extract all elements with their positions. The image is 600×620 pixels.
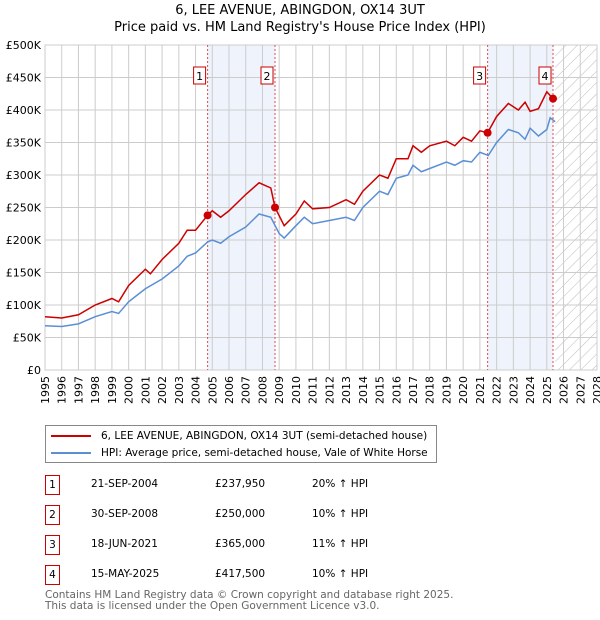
- footer-line: Contains HM Land Registry data © Crown c…: [45, 589, 454, 601]
- x-tick-label: 2013: [340, 376, 353, 404]
- x-tick-label: 2027: [574, 376, 587, 404]
- sale-label: 4: [542, 70, 549, 83]
- x-tick-label: 2021: [474, 376, 487, 404]
- x-tick-label: 2025: [541, 376, 554, 404]
- x-tick-label: 2001: [139, 376, 152, 404]
- y-tick-label: £500K: [6, 39, 42, 52]
- sale-price: £417,500: [215, 568, 266, 580]
- sale-number-badge: 2: [45, 505, 60, 525]
- x-tick-label: 2018: [424, 376, 437, 404]
- sale-row: 4 15-MAY-2025 £417,500 10% ↑ HPI: [45, 565, 445, 585]
- x-tick-label: 1996: [56, 376, 69, 404]
- x-tick-label: 2014: [357, 376, 370, 404]
- sale-date: 30-SEP-2008: [91, 508, 159, 520]
- x-tick-label: 1995: [39, 376, 52, 404]
- legend-label: HPI: Average price, semi-detached house,…: [101, 447, 428, 459]
- x-tick-label: 2023: [507, 376, 520, 404]
- x-tick-label: 2010: [290, 376, 303, 404]
- sale-price: £250,000: [215, 508, 266, 520]
- x-tick-label: 2009: [273, 376, 286, 404]
- sale-point: [549, 94, 558, 103]
- sale-hpi-diff: 10% ↑ HPI: [312, 508, 369, 520]
- x-tick-label: 2008: [256, 376, 269, 404]
- hpi-line: [44, 116, 556, 328]
- sale-row: 1 21-SEP-2004 £237,950 20% ↑ HPI: [45, 475, 445, 495]
- sale-number-badge: 1: [45, 475, 60, 495]
- y-tick-label: £100K: [6, 299, 42, 312]
- x-tick-label: 2028: [591, 376, 600, 404]
- price-chart: 1995 1996 1997 1998 1999 2000 2001 2002 2003 2004…: [6, 39, 600, 404]
- sale-label: 2: [264, 70, 271, 83]
- y-tick-label: £250K: [6, 202, 42, 215]
- y-tick-label: £0: [27, 364, 41, 377]
- sale-date: 15-MAY-2025: [91, 568, 160, 580]
- sale-label: 3: [476, 70, 483, 83]
- sale-number-badge: 4: [45, 565, 60, 585]
- sale-label-box: [193, 66, 207, 85]
- x-tick-label: 2002: [156, 376, 169, 404]
- x-tick-label: 1997: [72, 376, 85, 404]
- sale-price: £365,000: [215, 538, 266, 550]
- sale-price: £237,950: [215, 478, 266, 490]
- sale-hpi-diff: 10% ↑ HPI: [312, 568, 369, 580]
- x-tick-label: 2005: [206, 376, 219, 404]
- y-tick-label: £350K: [6, 137, 42, 150]
- x-tick-label: 2011: [307, 376, 320, 404]
- sale-row: 3 18-JUN-2021 £365,000 11% ↑ HPI: [45, 535, 445, 555]
- y-tick-label: £50K: [13, 332, 42, 345]
- x-tick-label: 2026: [558, 376, 571, 404]
- sale-label-box: [538, 66, 552, 85]
- sale-hpi-diff: 11% ↑ HPI: [312, 538, 369, 550]
- x-tick-label: 2004: [190, 376, 203, 404]
- x-tick-label: 2016: [390, 376, 403, 404]
- x-tick-label: 2006: [223, 376, 236, 404]
- footer-line: This data is licensed under the Open Gov…: [45, 600, 380, 612]
- price-line: [44, 90, 554, 319]
- sale-number-badge: 3: [45, 535, 60, 555]
- y-tick-label: £200K: [6, 234, 42, 247]
- x-tick-label: 2007: [240, 376, 253, 404]
- y-tick-label: £300K: [6, 169, 42, 182]
- legend-item-property: 6, LEE AVENUE, ABINGDON, OX14 3UT (semi-…: [51, 428, 427, 444]
- chart-subtitle: Price paid vs. HM Land Registry's House …: [114, 20, 486, 35]
- plot-frame: [44, 44, 598, 371]
- sale-label-box: [260, 66, 274, 85]
- sale-point: [271, 203, 279, 212]
- chart-title: 6, LEE AVENUE, ABINGDON, OX14 3UT: [175, 3, 425, 18]
- x-tick-label: 2019: [440, 376, 453, 404]
- x-tick-label: 2024: [524, 376, 537, 404]
- sale-date: 18-JUN-2021: [91, 538, 158, 550]
- x-tick-label: 2003: [173, 376, 186, 404]
- legend-item-hpi: HPI: Average price, semi-detached house,…: [51, 445, 428, 461]
- sale-point: [483, 128, 492, 137]
- x-tick-label: 2017: [407, 376, 420, 404]
- sale-date: 21-SEP-2004: [91, 478, 159, 490]
- x-tick-label: 1998: [89, 376, 102, 404]
- x-tick-label: 2015: [374, 376, 387, 404]
- sale-label-box: [473, 66, 487, 85]
- sale-row: 2 30-SEP-2008 £250,000 10% ↑ HPI: [45, 505, 445, 525]
- x-tick-label: 2012: [323, 376, 336, 404]
- sale-label: 1: [196, 70, 203, 83]
- y-tick-label: £150K: [6, 267, 42, 280]
- x-tick-label: 2022: [491, 376, 504, 404]
- x-tick-label: 2020: [457, 376, 470, 404]
- x-tick-label: 1999: [106, 376, 119, 404]
- y-tick-label: £450K: [6, 72, 42, 85]
- legend: 6, LEE AVENUE, ABINGDON, OX14 3UT (semi-…: [45, 425, 437, 463]
- x-tick-label: 2000: [123, 376, 136, 404]
- sale-hpi-diff: 20% ↑ HPI: [312, 478, 369, 490]
- sale-point: [203, 211, 212, 220]
- y-tick-label: £400K: [6, 104, 42, 117]
- legend-label: 6, LEE AVENUE, ABINGDON, OX14 3UT (semi-…: [101, 430, 428, 442]
